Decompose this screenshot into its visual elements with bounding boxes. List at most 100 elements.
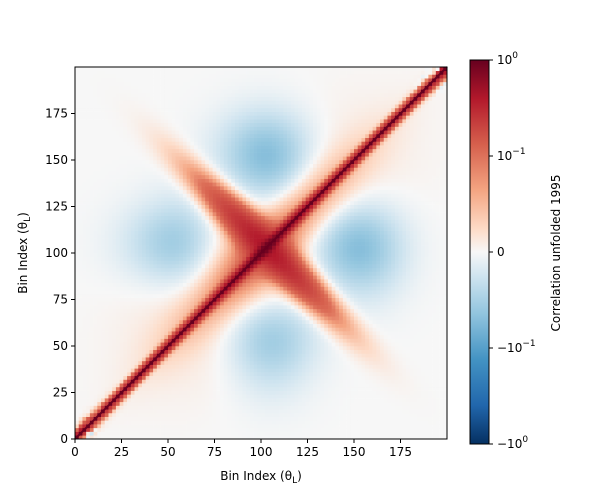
heatmap-cell <box>97 305 102 310</box>
heatmap-cell <box>190 253 195 258</box>
heatmap-cell <box>153 178 158 183</box>
heatmap-cell <box>168 420 173 425</box>
heatmap-cell <box>205 130 210 135</box>
heatmap-cell <box>227 323 232 328</box>
heatmap-cell <box>216 386 221 391</box>
heatmap-cell <box>93 386 98 391</box>
heatmap-cell <box>93 167 98 172</box>
heatmap-cell <box>179 200 184 205</box>
heatmap-cell <box>93 85 98 90</box>
heatmap-cell <box>223 424 228 429</box>
heatmap-cell <box>82 297 87 302</box>
heatmap-cell <box>145 241 150 246</box>
heatmap-cell <box>164 104 169 109</box>
heatmap-cell <box>134 312 139 317</box>
heatmap-cell <box>182 338 187 343</box>
heatmap-cell <box>175 70 180 75</box>
heatmap-cell <box>130 275 135 280</box>
heatmap-cell <box>145 163 150 168</box>
heatmap-cell <box>97 256 102 261</box>
heatmap-cell <box>205 89 210 94</box>
heatmap-cell <box>127 264 132 269</box>
heatmap-cell <box>93 308 98 313</box>
heatmap-cell <box>238 368 243 373</box>
heatmap-cell <box>141 286 146 291</box>
heatmap-cell <box>194 398 199 403</box>
heatmap-cell <box>134 267 139 272</box>
heatmap-cell <box>127 160 132 165</box>
heatmap-cell <box>149 301 154 306</box>
heatmap-cell <box>108 364 113 369</box>
heatmap-cell <box>156 282 161 287</box>
heatmap-cell <box>238 167 243 172</box>
heatmap-cell <box>179 163 184 168</box>
heatmap-cell <box>101 89 106 94</box>
heatmap-cell <box>220 133 225 138</box>
heatmap-cell <box>156 379 161 384</box>
heatmap-cell <box>205 394 210 399</box>
heatmap-cell <box>238 111 243 116</box>
heatmap-cell <box>153 338 158 343</box>
heatmap-cell <box>141 200 146 205</box>
heatmap-cell <box>93 360 98 365</box>
heatmap-cell <box>257 420 262 425</box>
heatmap-cell <box>227 256 232 261</box>
heatmap-cell <box>119 130 124 135</box>
heatmap-cell <box>190 89 195 94</box>
heatmap-cell <box>108 368 113 373</box>
heatmap-cell <box>179 234 184 239</box>
heatmap-cell <box>93 130 98 135</box>
heatmap-cell <box>119 275 124 280</box>
heatmap-cell <box>115 282 120 287</box>
heatmap-cell <box>130 78 135 83</box>
heatmap-cell <box>220 74 225 79</box>
heatmap-cell <box>115 249 120 254</box>
heatmap-cell <box>220 223 225 228</box>
heatmap-cell <box>246 312 251 317</box>
heatmap-cell <box>231 67 236 72</box>
heatmap-cell <box>212 197 217 202</box>
heatmap-cell <box>175 241 180 246</box>
heatmap-cell <box>179 346 184 351</box>
heatmap-cell <box>97 253 102 258</box>
heatmap-cell <box>220 186 225 191</box>
heatmap-cell <box>101 186 106 191</box>
heatmap-cell <box>78 193 83 198</box>
heatmap-cell <box>97 226 102 231</box>
heatmap-cell <box>223 412 228 417</box>
heatmap-cell <box>171 305 176 310</box>
heatmap-cell <box>197 122 202 127</box>
heatmap-cell <box>227 301 232 306</box>
heatmap-cell <box>242 89 247 94</box>
heatmap-cell <box>175 100 180 105</box>
heatmap-cell <box>171 130 176 135</box>
heatmap-cell <box>149 375 154 380</box>
heatmap-cell <box>160 375 165 380</box>
heatmap-cell <box>89 133 94 138</box>
heatmap-cell <box>149 208 154 213</box>
heatmap-cell <box>160 342 165 347</box>
heatmap-cell <box>257 85 262 90</box>
heatmap-cell <box>164 234 169 239</box>
heatmap-cell <box>216 353 221 358</box>
heatmap-cell <box>186 372 191 377</box>
heatmap-cell <box>227 357 232 362</box>
heatmap-cell <box>145 372 150 377</box>
heatmap-cell <box>186 286 191 291</box>
heatmap-cell <box>127 200 132 205</box>
heatmap-cell <box>101 327 106 332</box>
heatmap-cell <box>130 74 135 79</box>
heatmap-cell <box>138 424 143 429</box>
heatmap-cell <box>141 409 146 414</box>
heatmap-cell <box>220 253 225 258</box>
heatmap-cell <box>220 107 225 112</box>
heatmap-cell <box>253 308 258 313</box>
heatmap-cell <box>190 241 195 246</box>
heatmap-cell <box>201 89 206 94</box>
heatmap-cell <box>130 234 135 239</box>
heatmap-cell <box>93 323 98 328</box>
heatmap-cell <box>253 223 258 228</box>
heatmap-cell <box>141 435 146 440</box>
heatmap-cell <box>253 342 258 347</box>
heatmap-cell <box>249 319 254 324</box>
